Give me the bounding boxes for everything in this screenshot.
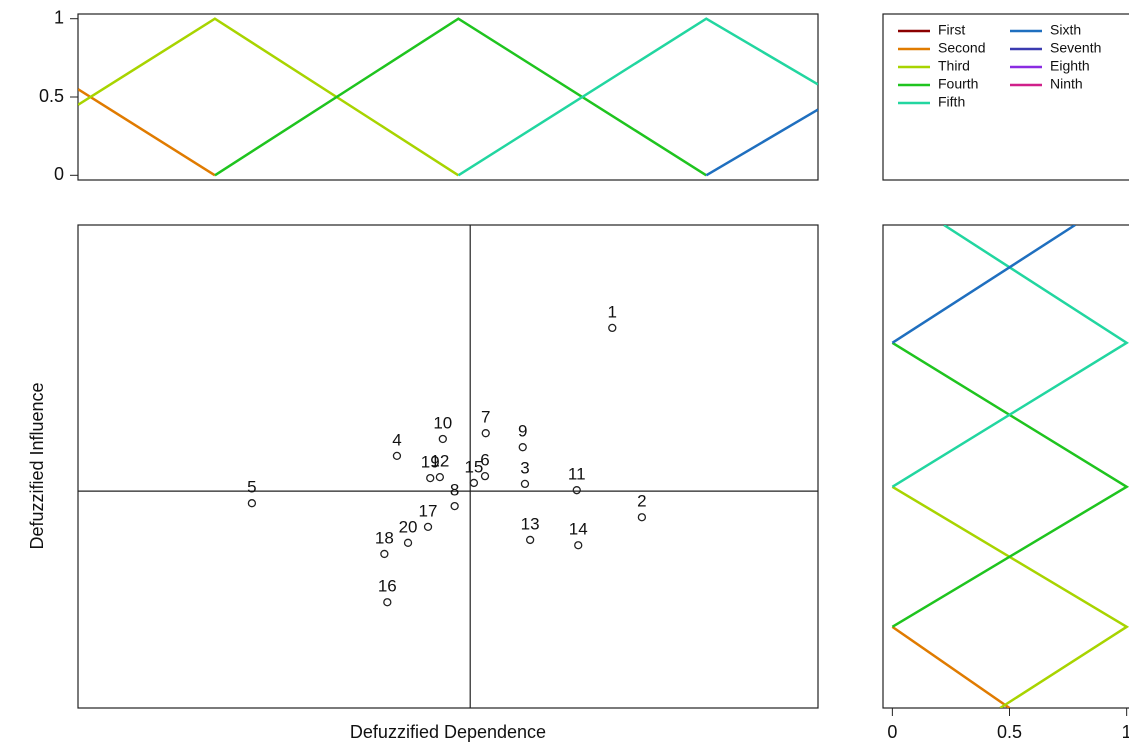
membership-line: [78, 89, 215, 175]
point-label: 10: [433, 413, 452, 432]
membership-line: [892, 225, 1126, 487]
membership-line: [892, 225, 1075, 343]
legend-label: First: [938, 22, 965, 38]
legend-label: Fourth: [938, 76, 978, 92]
point: [573, 487, 580, 494]
point-label: 19: [421, 453, 440, 472]
legend-label: Sixth: [1050, 22, 1081, 38]
membership-line: [892, 627, 1009, 708]
y-axis-title: Defuzzified Influence: [27, 382, 47, 549]
membership-line: [706, 110, 818, 176]
membership-line: [458, 19, 818, 176]
x-tick-label: 0.5: [997, 722, 1022, 742]
legend-label: Third: [938, 58, 970, 74]
point-label: 13: [521, 514, 540, 533]
point: [427, 475, 434, 482]
point: [248, 500, 255, 507]
y-tick-label: 1: [54, 7, 64, 27]
legend-label: Second: [938, 40, 985, 56]
legend-label: Fifth: [938, 94, 965, 110]
point: [575, 542, 582, 549]
x-tick-label: 0: [887, 722, 897, 742]
point-label: 17: [419, 501, 438, 520]
legend-label: Ninth: [1050, 76, 1083, 92]
point: [519, 444, 526, 451]
point: [384, 599, 391, 606]
y-tick-label: 0.5: [39, 86, 64, 106]
chart: Defuzzified Dependence Defuzzified Influ…: [0, 0, 1129, 745]
point: [451, 503, 458, 510]
legend-label: Seventh: [1050, 40, 1101, 56]
x-tick-label: 1: [1122, 722, 1129, 742]
point-label: 16: [378, 577, 397, 596]
point-label: 7: [481, 408, 490, 427]
membership-line: [892, 487, 1126, 708]
point: [470, 479, 477, 486]
point: [527, 536, 534, 543]
point: [482, 430, 489, 437]
point-label: 8: [450, 481, 459, 500]
point-label: 4: [392, 430, 401, 449]
point-label: 1: [608, 302, 617, 321]
point: [405, 539, 412, 546]
point-label: 5: [247, 478, 256, 497]
point-label: 2: [637, 492, 646, 511]
point: [609, 324, 616, 331]
membership-line: [215, 19, 706, 176]
point-label: 14: [569, 520, 588, 539]
membership-line: [78, 19, 458, 176]
point-label: 20: [399, 517, 418, 536]
point-label: 9: [518, 422, 527, 441]
point: [436, 474, 443, 481]
point: [393, 452, 400, 459]
point-label: 11: [568, 465, 586, 484]
page: Defuzzified Dependence Defuzzified Influ…: [0, 0, 1129, 745]
top-panel-frame: [78, 14, 818, 180]
legend-label: Eighth: [1050, 58, 1090, 74]
point: [439, 435, 446, 442]
point: [521, 480, 528, 487]
point-label: 18: [375, 528, 394, 547]
membership-line: [892, 343, 1126, 627]
point-label: 15: [464, 457, 483, 476]
point-label: 3: [520, 458, 529, 477]
y-tick-label: 0: [54, 164, 64, 184]
plot-area: [892, 225, 1126, 708]
point: [425, 523, 432, 530]
point: [381, 550, 388, 557]
plot-area: [78, 19, 818, 176]
point: [638, 514, 645, 521]
x-axis-title: Defuzzified Dependence: [350, 722, 546, 742]
